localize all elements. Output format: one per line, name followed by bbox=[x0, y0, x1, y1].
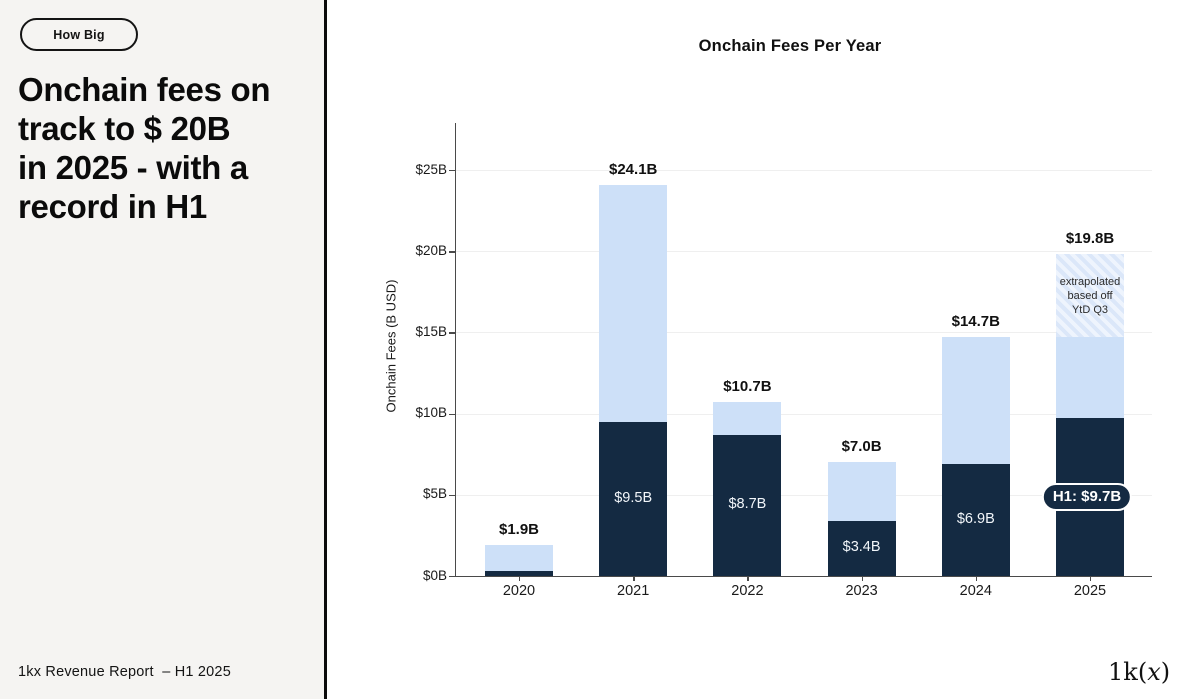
gridline bbox=[455, 494, 1152, 496]
1kx-logo: 1k(x) bbox=[1108, 658, 1170, 686]
bar-inside-label: $9.5B bbox=[614, 489, 653, 506]
y-axis-tick bbox=[449, 170, 455, 172]
y-tick-label: $0B bbox=[422, 567, 447, 583]
x-tick-label: 2021 bbox=[617, 583, 650, 599]
y-tick-label: $25B bbox=[415, 161, 447, 177]
y-axis-tick bbox=[449, 494, 455, 497]
bar-segment-2024-light bbox=[941, 337, 1010, 464]
bar-segment-2020-light bbox=[485, 545, 553, 572]
bar-total-label: $24.1B bbox=[609, 160, 658, 178]
extrapolated-annotation: extrapolated based off YtD Q3 bbox=[1059, 275, 1121, 316]
bar-segment-2025-hatched bbox=[1056, 254, 1124, 338]
bar-segment-2022-dark bbox=[713, 434, 782, 576]
badge-label: How Big bbox=[53, 27, 105, 42]
x-axis-tick bbox=[633, 577, 635, 582]
logo-x-glyph: x bbox=[1147, 658, 1161, 686]
h1-callout-pill: H1: $9.7B bbox=[1041, 483, 1133, 512]
y-axis-line bbox=[455, 123, 457, 577]
bar-segment-2023-dark bbox=[827, 520, 896, 576]
slide-headline: Onchain fees on track to $ 20B in 2025 -… bbox=[18, 71, 271, 225]
x-tick-label: 2024 bbox=[959, 583, 992, 599]
logo-text: 1k( bbox=[1108, 658, 1148, 686]
how-big-badge: How Big bbox=[20, 18, 138, 51]
x-tick-label: 2025 bbox=[1073, 583, 1107, 599]
bar-segment-2025-light bbox=[1056, 337, 1124, 419]
gridline bbox=[455, 170, 1152, 171]
x-axis-tick bbox=[519, 577, 521, 582]
x-tick-label: 2023 bbox=[845, 583, 878, 599]
bar-total-label: $1.9B bbox=[498, 521, 540, 539]
x-tick-label: 2020 bbox=[502, 583, 536, 599]
bar-total-label: $7.0B bbox=[841, 438, 882, 456]
bar-total-label: $10.7B bbox=[723, 378, 772, 396]
bar-segment-2022-light bbox=[713, 402, 782, 435]
y-tick-label: $10B bbox=[415, 405, 447, 421]
left-panel: How Big Onchain fees on track to $ 20B i… bbox=[0, 0, 324, 699]
y-axis-tick bbox=[449, 251, 455, 253]
bar-segment-2024-dark bbox=[941, 463, 1010, 576]
bar-segment-2020-dark bbox=[485, 571, 553, 576]
bar-total-label: $14.7B bbox=[951, 313, 1000, 331]
bar-segment-2021-dark bbox=[599, 421, 668, 576]
y-axis-tick bbox=[449, 332, 455, 334]
bar-segment-2023-light bbox=[827, 462, 896, 521]
y-axis-tick bbox=[449, 413, 455, 415]
x-tick-label: 2022 bbox=[731, 583, 764, 599]
x-axis-tick bbox=[747, 577, 749, 582]
bar-inside-label: $8.7B bbox=[728, 496, 767, 513]
x-axis-tick bbox=[975, 577, 978, 582]
bar-segment-2021-light bbox=[599, 184, 668, 422]
bar-inside-label: $3.4B bbox=[842, 539, 881, 556]
chart-title: Onchain Fees Per Year bbox=[698, 37, 882, 55]
x-axis-tick bbox=[861, 577, 863, 582]
x-axis-tick bbox=[1090, 577, 1092, 582]
gridline bbox=[455, 332, 1152, 334]
y-axis-tick bbox=[449, 576, 455, 578]
y-tick-label: $5B bbox=[422, 486, 447, 502]
gridline bbox=[455, 413, 1152, 415]
bar-inside-label: $6.9B bbox=[956, 510, 995, 527]
gridline bbox=[455, 251, 1152, 253]
y-tick-label: $20B bbox=[415, 242, 447, 258]
logo-text-suffix: ) bbox=[1160, 658, 1171, 686]
x-axis-line bbox=[455, 576, 1152, 578]
bar-total-label: $19.8B bbox=[1065, 230, 1115, 248]
y-tick-label: $15B bbox=[415, 323, 447, 339]
report-footer: 1kx Revenue Report – H1 2025 bbox=[18, 664, 231, 680]
vertical-divider bbox=[324, 0, 327, 699]
